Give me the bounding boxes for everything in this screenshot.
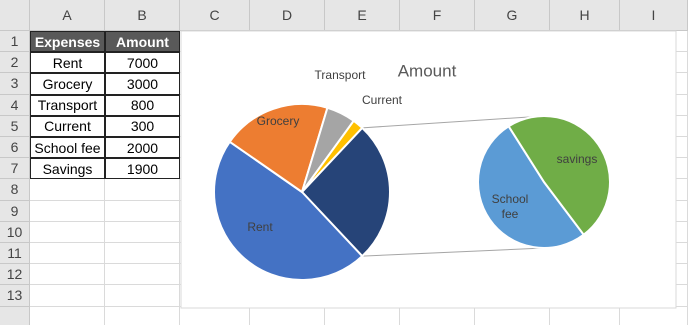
grid-cell (105, 243, 180, 265)
row-header: 5 (0, 115, 30, 137)
data-label: Rent (247, 220, 273, 234)
grid-cell (30, 264, 105, 286)
grid-cell (30, 221, 105, 243)
grid-cell (180, 306, 250, 325)
table-cell: Grocery (30, 73, 105, 95)
grid-cell (105, 200, 180, 222)
grid-cell (105, 306, 180, 325)
table-cell: 3000 (105, 73, 180, 95)
chart-title: Amount (398, 61, 457, 80)
grid-cell (105, 221, 180, 243)
pie-slice (301, 119, 364, 193)
grid-cell (250, 306, 325, 325)
data-label: Grocery (257, 114, 300, 128)
grid-cell (105, 264, 180, 286)
row-header: 2 (0, 52, 30, 74)
grid-cell (550, 306, 620, 325)
data-label: Transport (315, 68, 367, 82)
grid-cell (475, 306, 550, 325)
grid-cell (105, 285, 180, 307)
grid-cell (400, 306, 475, 325)
row-header: 1 (0, 31, 30, 53)
table-cell: School fee (30, 137, 105, 159)
grid-cell (30, 200, 105, 222)
row-header: 3 (0, 73, 30, 95)
connector-line (362, 115, 545, 129)
table-header: Amount (105, 31, 180, 53)
grid-cell (325, 306, 400, 325)
column-header: H (550, 0, 620, 31)
grid-cell (30, 243, 105, 265)
grid-cell (30, 179, 105, 201)
data-label: savings (557, 152, 598, 166)
table-cell: 1900 (105, 158, 180, 180)
pie-slice (300, 126, 391, 258)
column-header: A (30, 0, 105, 31)
table-cell: Rent (30, 52, 105, 74)
row-header: 12 (0, 264, 30, 286)
grid-cell (105, 179, 180, 201)
row-header: 4 (0, 94, 30, 116)
row-header: 6 (0, 137, 30, 159)
row-header: 9 (0, 200, 30, 222)
data-label: School fee (491, 192, 529, 221)
grid-cell (30, 306, 105, 325)
column-header: B (105, 0, 180, 31)
data-label: Current (362, 93, 403, 107)
row-header: 13 (0, 285, 30, 307)
grid-cell (30, 285, 105, 307)
row-header: 7 (0, 158, 30, 180)
row-header (0, 306, 30, 325)
table-cell: 300 (105, 115, 180, 137)
row-header: 8 (0, 179, 30, 201)
connector-line (362, 247, 545, 257)
pie-slice (477, 124, 586, 249)
row-header: 10 (0, 221, 30, 243)
table-header: Expenses (30, 31, 105, 53)
corner (0, 0, 30, 31)
table-cell: Current (30, 115, 105, 137)
table-cell: 2000 (105, 137, 180, 159)
table-cell: 7000 (105, 52, 180, 74)
table-cell: 800 (105, 94, 180, 116)
table-cell: Savings (30, 158, 105, 180)
pie-slice (228, 103, 329, 194)
row-header: 11 (0, 243, 30, 265)
table-cell: Transport (30, 94, 105, 116)
pie-slice (507, 115, 612, 237)
pie-slice (213, 140, 364, 281)
